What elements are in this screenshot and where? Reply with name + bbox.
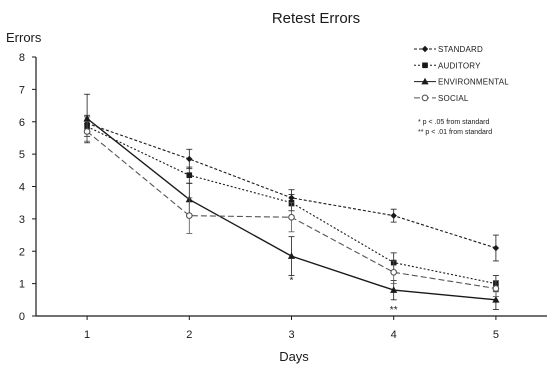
significance-note: * p < .05 from standard xyxy=(418,119,490,126)
data-point-social xyxy=(83,128,91,135)
legend: STANDARD AUDITORY ENVIRONMENTAL SOCIAL xyxy=(414,45,509,103)
series-layer xyxy=(83,93,500,310)
significance-mark: ** xyxy=(390,305,398,316)
y-tick-label: 2 xyxy=(19,246,25,258)
legend-marker-auditory xyxy=(422,62,428,69)
series-environmental xyxy=(83,93,500,310)
legend-marker-social xyxy=(421,94,429,102)
legend-marker-standard xyxy=(421,45,429,53)
series-social xyxy=(83,121,500,297)
x-tick-label: 5 xyxy=(493,329,499,341)
data-point-auditory xyxy=(186,172,193,178)
y-tick-label: 1 xyxy=(19,279,25,291)
x-tick-label: 2 xyxy=(186,329,192,341)
y-tick-label: 4 xyxy=(19,182,25,194)
data-point-social xyxy=(288,213,295,221)
chart-title: Retest Errors xyxy=(272,10,360,27)
significance-notes: * p < .05 from standard ** p < .01 from s… xyxy=(290,119,493,316)
data-point-environmental xyxy=(287,252,296,259)
data-point-standard xyxy=(492,244,500,252)
y-tick-label: 0 xyxy=(19,311,25,323)
legend-marker-environmental xyxy=(421,77,429,85)
y-tick-label: 6 xyxy=(19,117,25,129)
legend-item-social: SOCIAL xyxy=(414,94,469,103)
legend-label: SOCIAL xyxy=(438,94,469,103)
data-point-environmental xyxy=(390,286,398,293)
x-axis-title: Days xyxy=(279,349,309,364)
legend-item-auditory: AUDITORY xyxy=(414,61,481,70)
x-tick-label: 4 xyxy=(391,329,397,341)
legend-label: STANDARD xyxy=(438,45,483,54)
axes: 0 1 2 3 4 5 6 7 8 1 2 3 4 5 xyxy=(19,52,547,341)
legend-item-standard: STANDARD xyxy=(414,45,483,54)
y-tick-label: 3 xyxy=(19,214,25,226)
x-tick-label: 3 xyxy=(288,329,294,341)
data-point-social xyxy=(185,212,193,219)
legend-item-environmental: ENVIRONMENTAL xyxy=(414,78,509,87)
series-line-auditory xyxy=(86,126,497,285)
data-point-standard xyxy=(390,212,397,219)
data-point-standard xyxy=(186,155,193,163)
x-tick-label: 1 xyxy=(84,329,90,341)
y-axis-title: Errors xyxy=(6,30,42,45)
significance-mark: * xyxy=(290,276,294,287)
data-point-social xyxy=(390,268,398,276)
data-point-environmental xyxy=(83,114,91,122)
y-tick-label: 5 xyxy=(19,149,25,161)
y-tick-label: 7 xyxy=(19,84,25,96)
data-point-environmental xyxy=(492,296,500,303)
legend-label: ENVIRONMENTAL xyxy=(438,78,509,87)
legend-label: AUDITORY xyxy=(438,61,481,70)
significance-note: ** p < .01 from standard xyxy=(418,129,492,136)
data-point-social xyxy=(492,285,500,292)
y-tick-label: 8 xyxy=(19,52,25,64)
